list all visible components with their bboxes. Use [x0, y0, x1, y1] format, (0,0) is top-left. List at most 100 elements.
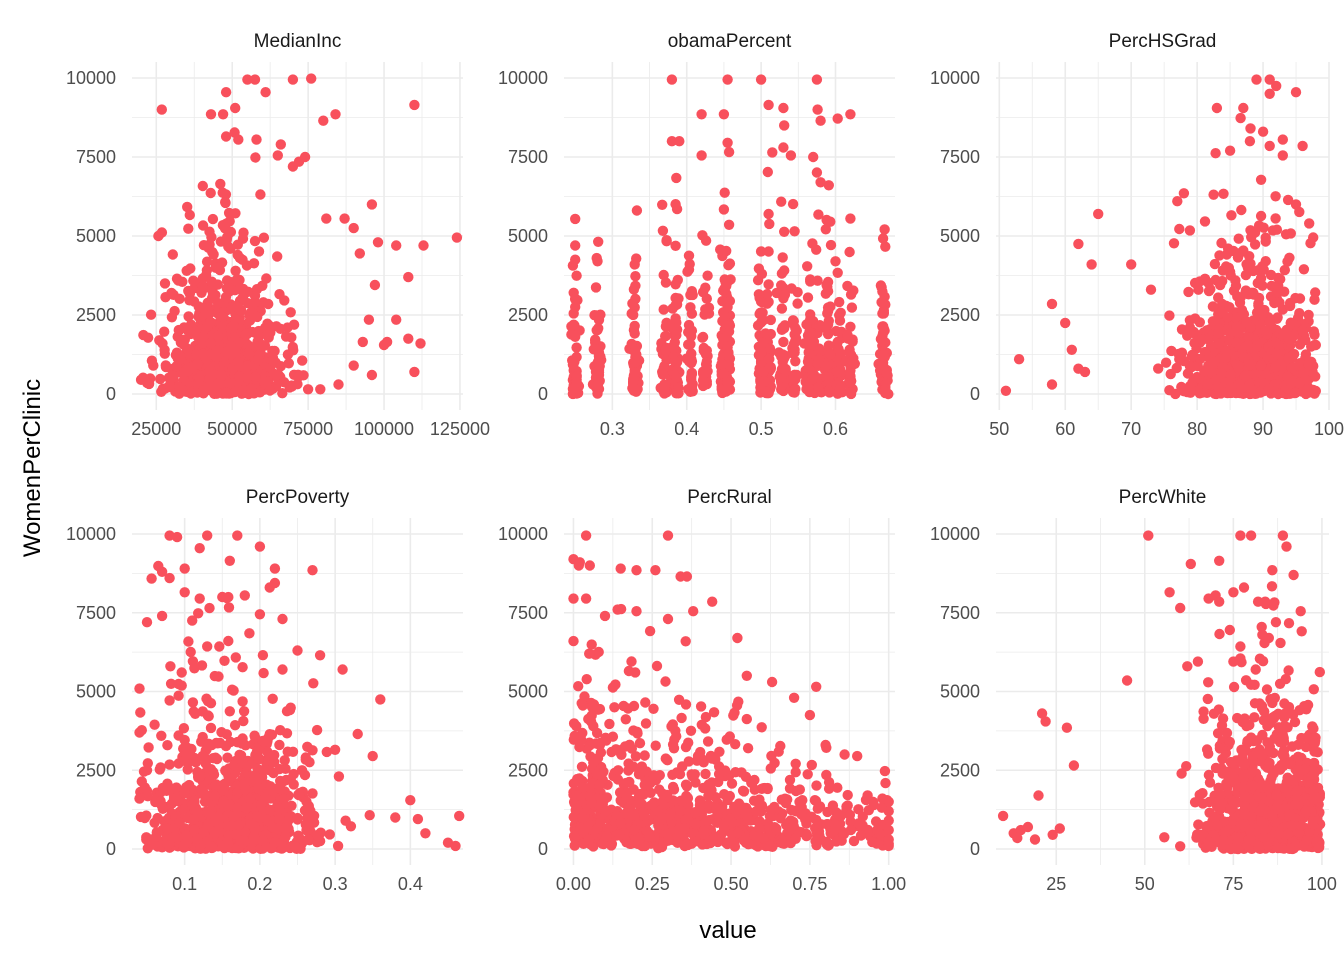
scatter-point: [307, 745, 318, 756]
points-group: [566, 74, 894, 400]
scatter-point: [253, 753, 264, 764]
scatter-point: [612, 604, 623, 615]
scatter-point: [737, 804, 748, 815]
scatter-point: [687, 379, 698, 390]
scatter-point: [1046, 298, 1058, 310]
scatter-point: [640, 718, 652, 729]
scatter-point: [409, 99, 420, 111]
scatter-point: [1245, 123, 1256, 134]
scatter-point: [695, 701, 707, 712]
scatter-point: [673, 382, 684, 393]
scatter-point: [762, 782, 773, 794]
scatter-point: [657, 225, 669, 236]
y-tick-label: 2500: [940, 305, 980, 325]
scatter-point: [657, 796, 668, 807]
scatter-point: [451, 232, 463, 243]
scatter-point: [223, 378, 235, 389]
scatter-point: [261, 273, 272, 284]
scatter-point: [182, 325, 193, 336]
scatter-point: [712, 817, 723, 828]
scatter-point: [1189, 313, 1201, 324]
scatter-point: [190, 757, 202, 768]
scatter-point: [1290, 87, 1302, 98]
scatter-point: [306, 73, 317, 84]
scatter-point: [600, 806, 611, 817]
scatter-point: [282, 746, 293, 757]
scatter-point: [257, 842, 269, 854]
scatter-point: [1171, 362, 1182, 374]
scatter-point: [280, 831, 291, 843]
scatter-point: [1264, 316, 1275, 327]
scatter-point: [588, 757, 599, 768]
scatter-point: [251, 811, 263, 822]
scatter-point: [223, 602, 235, 613]
scatter-point: [660, 330, 672, 342]
scatter-point: [171, 531, 183, 543]
scatter-point: [155, 762, 166, 773]
scatter-point: [732, 632, 743, 644]
x-tick-label: 0.2: [247, 874, 272, 894]
scatter-point: [686, 308, 698, 319]
scatter-point: [149, 719, 160, 730]
scatter-point: [568, 635, 579, 647]
scatter-point: [223, 241, 234, 252]
y-tick-label: 2500: [76, 305, 116, 325]
scatter-point: [156, 566, 168, 577]
scatter-point: [834, 315, 846, 326]
scatter-point: [878, 323, 889, 334]
scatter-point: [813, 209, 824, 220]
scatter-point: [601, 735, 612, 746]
scatter-point: [570, 240, 581, 251]
scatter-point: [269, 837, 281, 848]
scatter-point: [694, 795, 706, 806]
scatter-point: [269, 563, 281, 574]
scatter-point: [205, 722, 217, 734]
scatter-point: [183, 223, 194, 234]
scatter-point: [803, 357, 814, 368]
scatter-point: [1282, 194, 1294, 206]
scatter-point: [257, 650, 269, 661]
scatter-point: [760, 328, 771, 339]
facet-strip-title: PercHSGrad: [1109, 31, 1217, 52]
scatter-point: [700, 367, 711, 378]
scatter-point: [872, 824, 883, 836]
scatter-point: [1260, 232, 1271, 243]
scatter-point: [1310, 339, 1322, 351]
scatter-point: [1255, 387, 1266, 398]
scatter-point: [146, 573, 157, 584]
scatter-point: [220, 292, 232, 303]
scatter-point: [713, 768, 725, 780]
scatter-point: [160, 361, 172, 373]
scatter-point: [283, 358, 294, 369]
scatter-point: [1079, 366, 1091, 378]
scatter-point: [189, 824, 200, 835]
scatter-point: [822, 806, 833, 818]
scatter-point: [883, 815, 894, 826]
scatter-point: [412, 813, 424, 825]
x-tick-label: 0.50: [714, 874, 749, 894]
scatter-point: [167, 249, 178, 260]
scatter-point: [811, 780, 822, 791]
scatter-point: [583, 713, 594, 725]
scatter-point: [830, 256, 841, 267]
scatter-point: [593, 347, 605, 358]
scatter-point: [206, 739, 217, 751]
scatter-point: [274, 739, 285, 751]
x-tick-label: 0.4: [398, 874, 423, 894]
scatter-point: [1284, 300, 1296, 312]
scatter-point: [318, 115, 329, 126]
scatter-point: [845, 824, 857, 836]
scatter-point: [1255, 210, 1267, 222]
scatter-point: [688, 606, 699, 617]
scatter-point: [594, 703, 606, 715]
scatter-point: [141, 765, 153, 776]
scatter-point: [672, 274, 683, 286]
scatter-point: [671, 324, 683, 335]
scatter-point: [669, 734, 680, 745]
scatter-point: [1214, 250, 1225, 261]
scatter-point: [217, 311, 228, 323]
scatter-point: [269, 749, 280, 761]
